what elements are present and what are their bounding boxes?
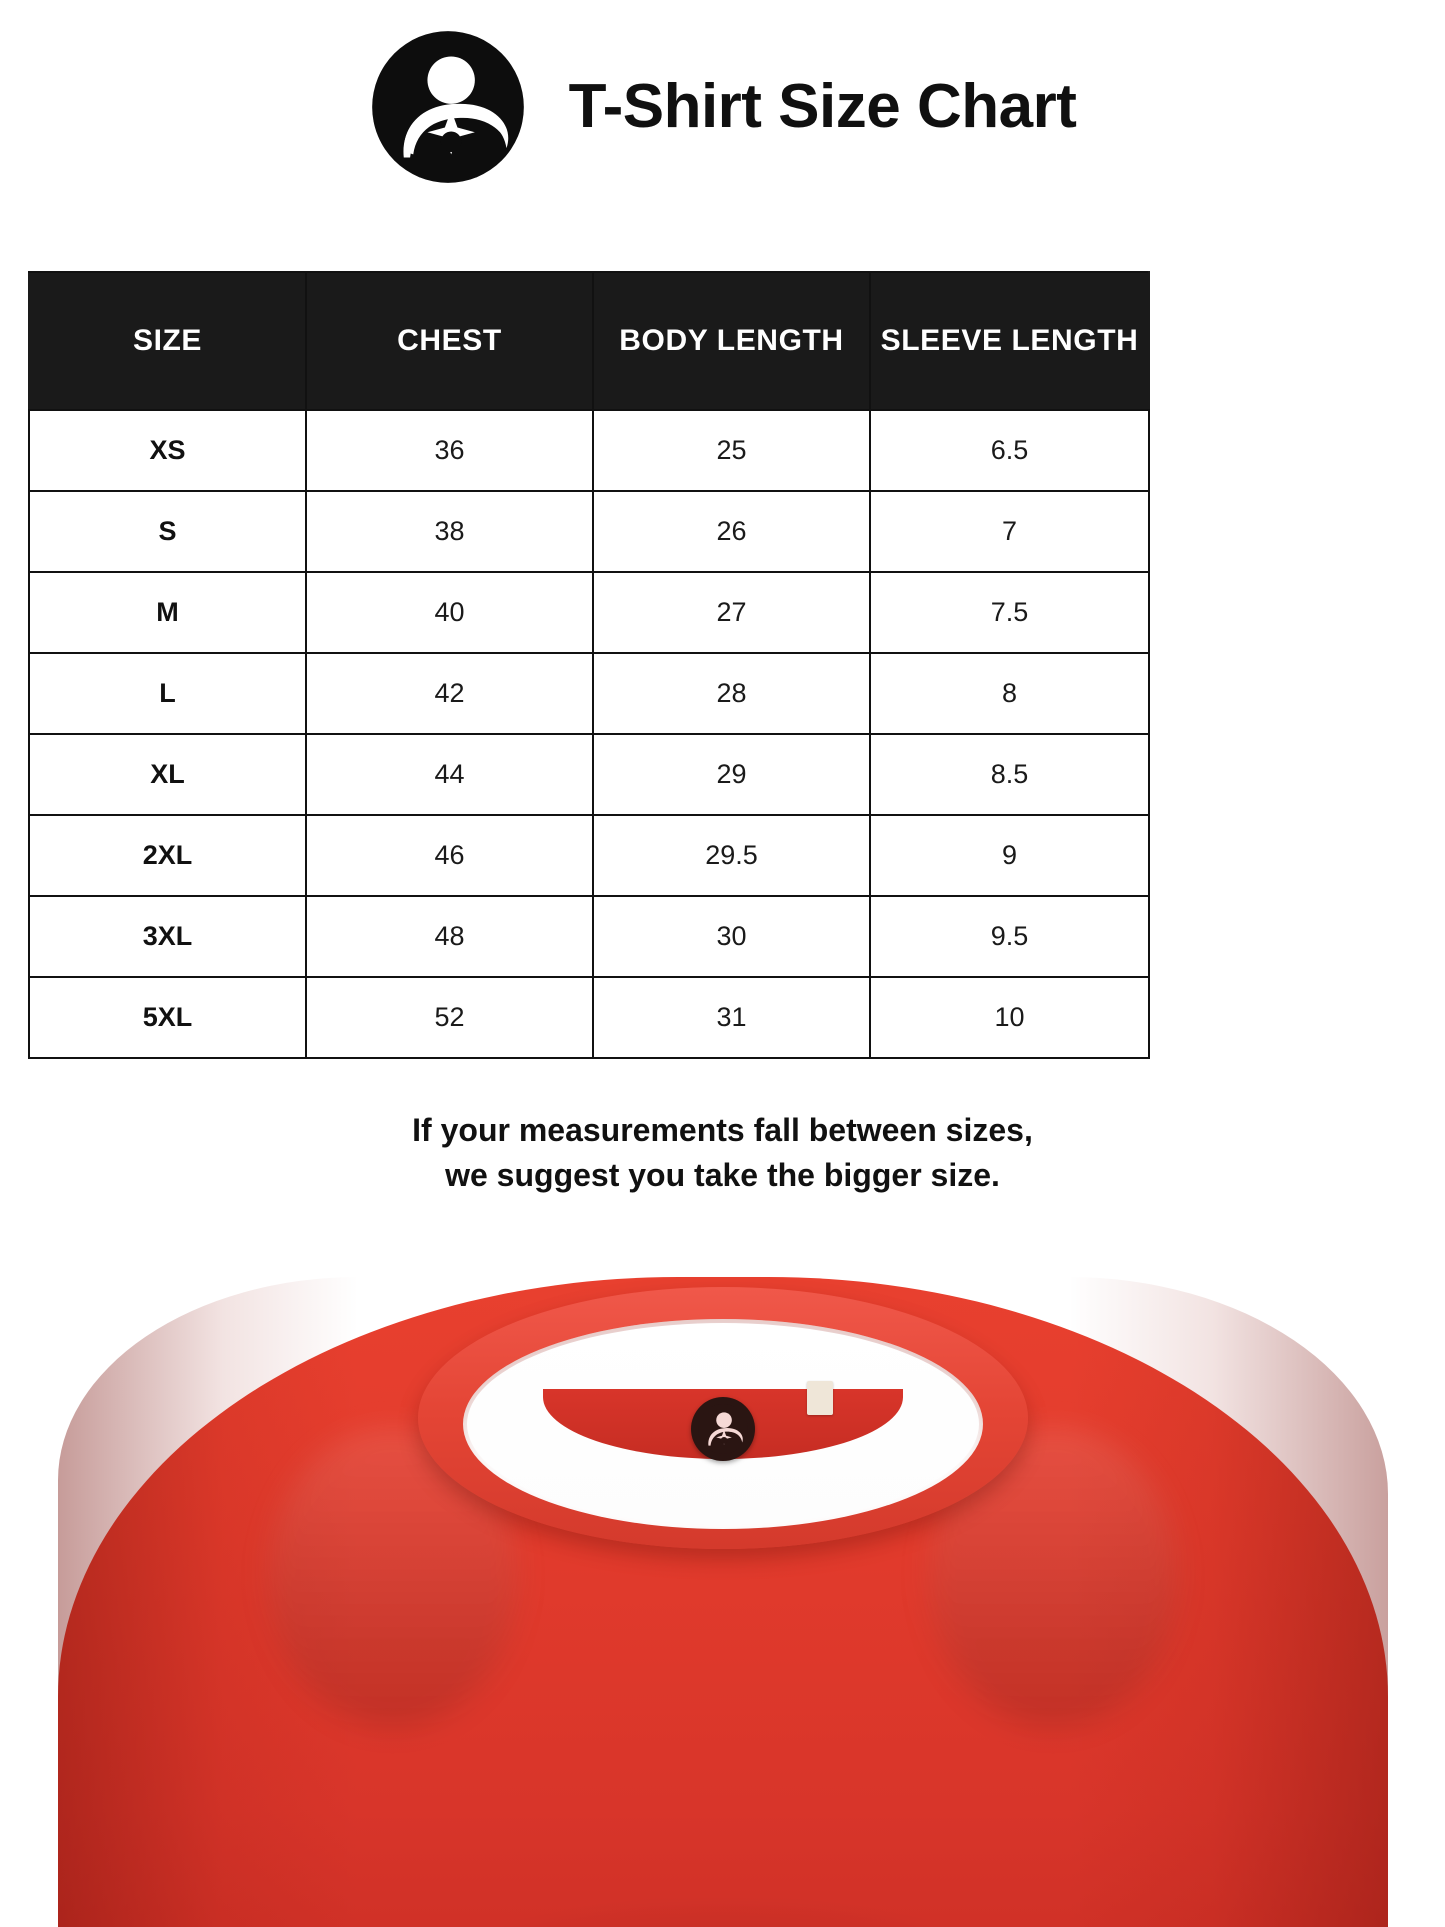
care-label-tag — [806, 1381, 833, 1415]
cell-chest: 46 — [305, 814, 594, 897]
cell-sleeve-length: 8 — [869, 652, 1150, 735]
cell-chest: 52 — [305, 976, 594, 1059]
cell-chest: 48 — [305, 895, 594, 978]
cell-chest: 40 — [305, 571, 594, 654]
tshirt-body — [57, 1277, 1388, 1927]
cell-chest: 44 — [305, 733, 594, 816]
cell-sleeve-length: 8.5 — [869, 733, 1150, 816]
table-header: SIZE CHEST BODY LENGTH SLEEVE LENGTH — [28, 271, 1150, 411]
table-row: XS 36 25 6.5 — [28, 409, 1150, 492]
tshirt-shadow-left — [57, 1277, 358, 1927]
cell-size: M — [28, 571, 307, 654]
neck-label-logo-icon — [690, 1397, 755, 1461]
table-row: 3XL 48 30 9.5 — [28, 895, 1150, 978]
column-header-sleeve-length: SLEEVE LENGTH — [869, 271, 1150, 411]
table-row: M 40 27 7.5 — [28, 571, 1150, 654]
cell-sleeve-length: 6.5 — [869, 409, 1150, 492]
table-row: L 42 28 8 — [28, 652, 1150, 735]
sizing-note: If your measurements fall between sizes,… — [0, 1108, 1445, 1199]
table-row: 5XL 52 31 10 — [28, 976, 1150, 1059]
cell-sleeve-length: 7 — [869, 490, 1150, 573]
column-header-body-length: BODY LENGTH — [592, 271, 871, 411]
cell-size: S — [28, 490, 307, 573]
cell-chest: 42 — [305, 652, 594, 735]
cell-body-length: 28 — [592, 652, 871, 735]
table-row: XL 44 29 8.5 — [28, 733, 1150, 816]
cell-sleeve-length: 9 — [869, 814, 1150, 897]
table-row: S 38 26 7 — [28, 490, 1150, 573]
size-chart-table: SIZE CHEST BODY LENGTH SLEEVE LENGTH XS … — [28, 271, 1150, 1059]
size-chart-table-wrapper: SIZE CHEST BODY LENGTH SLEEVE LENGTH XS … — [28, 271, 1150, 1059]
column-header-chest: CHEST — [305, 271, 594, 411]
column-header-size: SIZE — [28, 271, 307, 411]
cell-size: L — [28, 652, 307, 735]
page-title: T-Shirt Size Chart — [568, 71, 1077, 141]
cell-sleeve-length: 9.5 — [869, 895, 1150, 978]
cell-sleeve-length: 7.5 — [869, 571, 1150, 654]
cell-chest: 38 — [305, 490, 594, 573]
cell-body-length: 29.5 — [592, 814, 871, 897]
cell-size: XS — [28, 409, 307, 492]
cell-size: 2XL — [28, 814, 307, 897]
cell-body-length: 31 — [592, 976, 871, 1059]
cell-sleeve-length: 10 — [869, 976, 1150, 1059]
sizing-note-line-1: If your measurements fall between sizes, — [412, 1112, 1033, 1148]
tshirt-shadow-right — [1067, 1277, 1388, 1927]
cell-size: 3XL — [28, 895, 307, 978]
cell-body-length: 27 — [592, 571, 871, 654]
cell-body-length: 25 — [592, 409, 871, 492]
cell-body-length: 26 — [592, 490, 871, 573]
cell-size: XL — [28, 733, 307, 816]
page-header: T-Shirt Size Chart — [0, 0, 1445, 183]
cell-chest: 36 — [305, 409, 594, 492]
sizing-note-line-2: we suggest you take the bigger size. — [445, 1157, 1000, 1194]
table-body: XS 36 25 6.5 S 38 26 7 M 40 27 7.5 L 42 … — [28, 409, 1150, 1059]
table-row: 2XL 46 29.5 9 — [28, 814, 1150, 897]
table-header-row: SIZE CHEST BODY LENGTH SLEEVE LENGTH — [28, 271, 1150, 411]
cell-body-length: 29 — [592, 733, 871, 816]
cell-body-length: 30 — [592, 895, 871, 978]
person-in-circle-logo-icon — [369, 28, 527, 186]
cell-size: 5XL — [28, 976, 307, 1059]
tshirt-collar-photo — [0, 1243, 1445, 1927]
